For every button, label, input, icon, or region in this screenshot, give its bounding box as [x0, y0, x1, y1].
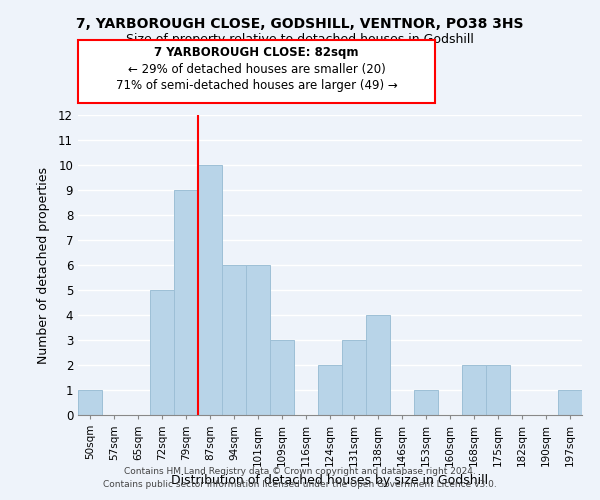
Bar — [150, 290, 174, 415]
Bar — [174, 190, 198, 415]
Text: 71% of semi-detached houses are larger (49) →: 71% of semi-detached houses are larger (… — [116, 79, 397, 92]
Text: Size of property relative to detached houses in Godshill: Size of property relative to detached ho… — [126, 32, 474, 46]
Text: 7, YARBOROUGH CLOSE, GODSHILL, VENTNOR, PO38 3HS: 7, YARBOROUGH CLOSE, GODSHILL, VENTNOR, … — [76, 18, 524, 32]
Text: ← 29% of detached houses are smaller (20): ← 29% of detached houses are smaller (20… — [128, 62, 385, 76]
Bar — [486, 365, 510, 415]
X-axis label: Distribution of detached houses by size in Godshill: Distribution of detached houses by size … — [172, 474, 488, 488]
Text: Contains public sector information licensed under the Open Government Licence v3: Contains public sector information licen… — [103, 480, 497, 489]
Bar — [414, 390, 438, 415]
Text: Contains HM Land Registry data © Crown copyright and database right 2024.: Contains HM Land Registry data © Crown c… — [124, 467, 476, 476]
Text: 7 YARBOROUGH CLOSE: 82sqm: 7 YARBOROUGH CLOSE: 82sqm — [154, 46, 359, 59]
Bar — [222, 265, 246, 415]
Bar — [318, 365, 342, 415]
Bar — [558, 390, 582, 415]
Y-axis label: Number of detached properties: Number of detached properties — [37, 166, 50, 364]
Bar — [198, 165, 222, 415]
Bar — [246, 265, 270, 415]
Bar — [270, 340, 294, 415]
Bar — [78, 390, 102, 415]
Bar — [366, 315, 390, 415]
Bar — [462, 365, 486, 415]
Bar — [342, 340, 366, 415]
